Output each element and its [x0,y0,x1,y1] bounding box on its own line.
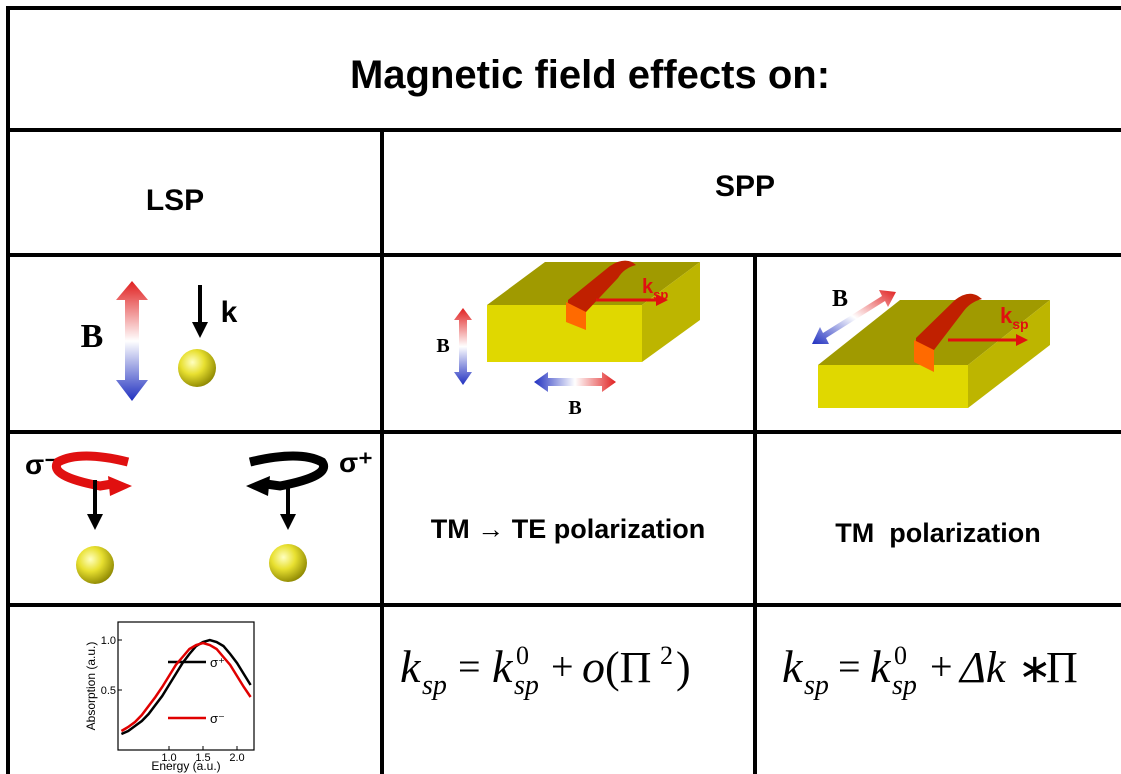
k-label: k [221,296,238,329]
x-tick-label: 1.5 [195,752,210,764]
formula-part: = [458,644,481,689]
legend-label: σ⁻ [210,711,225,726]
formula-part: o [582,641,605,692]
formula-part: k [400,641,422,692]
formula-part: sp [892,670,917,701]
formula-part: k [492,641,514,692]
b-label: B [81,318,104,355]
y-tick-label: 0.5 [101,685,116,697]
title: Magnetic field effects on: [350,53,830,97]
plot-frame [118,622,254,750]
x-tick-label: 2.0 [229,752,244,764]
polarization-text: TM → TE polarization [431,514,706,544]
table-figure: Magnetic field effects on: LSP SPP B k k… [0,0,1121,774]
formula-part: Π [1046,643,1078,692]
x-tick-label: 1.0 [161,752,176,764]
lsp-illustration: B k [81,281,238,401]
formula-part: + [551,644,574,689]
formula-part: = [838,644,861,689]
lsp-polarization: σ⁻ σ⁺ [25,447,373,584]
formula-part: sp [804,670,829,701]
formula-part: Δk [958,643,1007,692]
b-horizontal-label: B [568,397,581,419]
b-vertical-label: B [436,335,449,357]
spp-illustration-1: ksp B B [436,261,700,419]
formula-part: 0 [516,641,529,670]
formula-2: k sp = k 0 sp + Δk ∗ Π [782,641,1078,701]
formula-part: k [782,641,804,692]
formula-part: sp [514,670,539,701]
formula-part: + [930,644,953,689]
y-axis-label: Absorption (a.u.) [84,642,98,731]
formula-1: k sp = k 0 sp + o (Π 2 ) [400,641,691,701]
header-lsp: LSP [146,184,204,217]
sigma-plus: σ⁺ [339,447,373,478]
formula-part: ) [676,643,691,692]
formula-part: sp [422,670,447,701]
polarization-text: TM polarization [835,518,1041,548]
formula-part: 0 [894,641,907,670]
formula-part: (Π [605,643,651,692]
y-tick-label: 1.0 [101,635,116,647]
header-spp: SPP [715,170,775,203]
formula-part: 2 [660,641,673,670]
formula-part: k [870,641,892,692]
page: { "title": "Magnetic field effects on:",… [0,0,1121,774]
b-label: B [832,286,848,312]
spp-illustration-2: ksp B [812,286,1050,408]
